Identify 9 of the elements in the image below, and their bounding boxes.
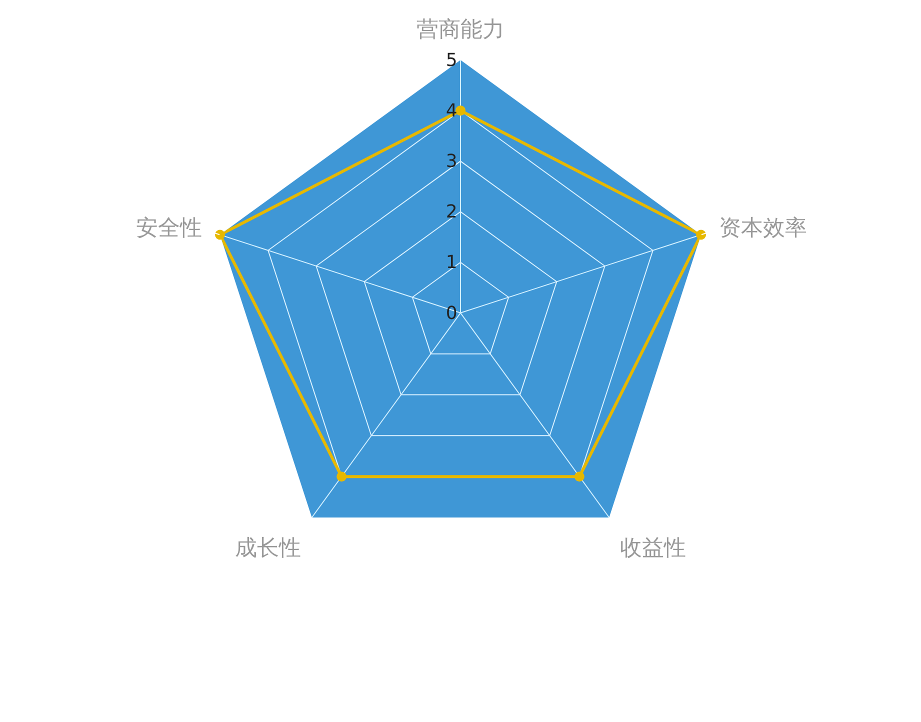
y-tick-label: 5 (446, 50, 458, 71)
spoke-label: 成长性 (234, 536, 301, 562)
spoke-label: 资本效率 (718, 216, 807, 241)
y-tick-label: 1 (446, 252, 458, 274)
y-tick-label: 2 (446, 202, 458, 223)
spoke-label: 收益性 (620, 536, 686, 562)
spoke-label: 营商能力 (416, 18, 504, 43)
spoke-label: 安全性 (136, 216, 202, 241)
y-tick-label: 3 (446, 151, 458, 172)
